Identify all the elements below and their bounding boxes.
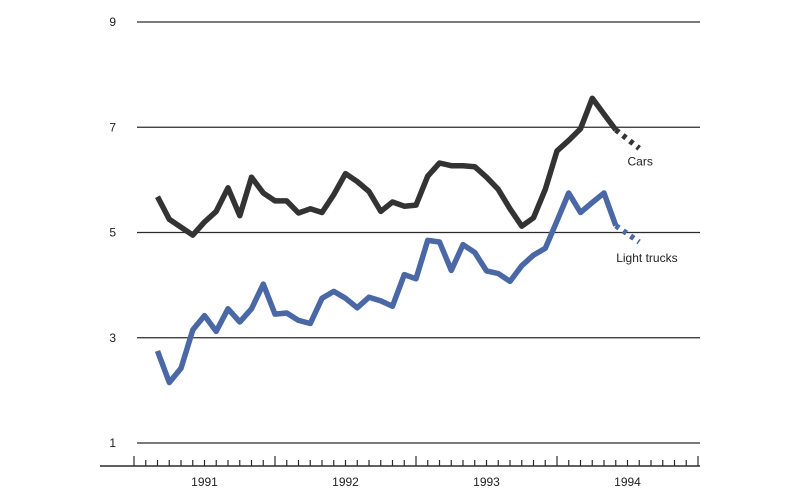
series-line-cars xyxy=(155,95,619,238)
x-tick-label: 1994 xyxy=(614,475,641,489)
gridlines xyxy=(137,21,700,444)
y-tick-label: 7 xyxy=(109,120,116,134)
y-tick-label: 5 xyxy=(109,226,116,240)
x-tick-label: 1993 xyxy=(473,475,500,489)
y-tick-label: 3 xyxy=(109,331,116,345)
y-tick-label: 1 xyxy=(109,436,116,450)
x-tick-label: 1992 xyxy=(332,475,359,489)
series xyxy=(154,95,641,386)
series-label: Cars xyxy=(628,154,653,168)
x-tick-labels: 1991 1992 1993 1994 xyxy=(191,475,641,489)
x-ticks xyxy=(133,456,699,466)
series-label: Light trucks xyxy=(616,251,677,265)
series-forecast-light-trucks xyxy=(614,223,641,245)
x-tick-label: 1991 xyxy=(191,475,218,489)
series-labels: Cars Light trucks xyxy=(616,154,677,264)
y-tick-labels: 1 3 5 7 9 xyxy=(109,15,116,450)
series-forecast-cars xyxy=(614,127,641,151)
y-tick-label: 9 xyxy=(109,15,116,29)
series-line-light-trucks xyxy=(154,190,619,386)
